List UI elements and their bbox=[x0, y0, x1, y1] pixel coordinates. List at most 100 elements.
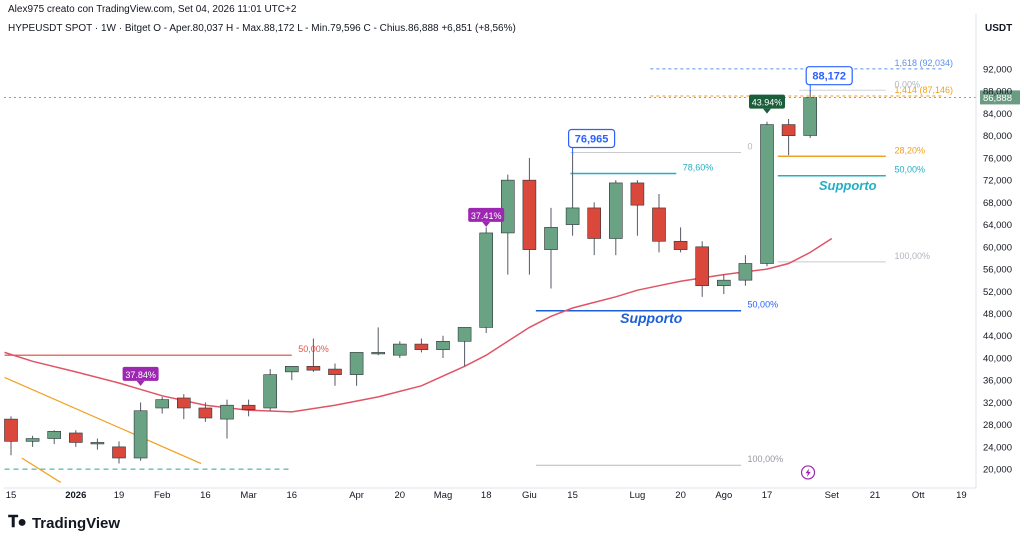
annotations-layer: 86,888 37.84% 37.41% 43.94% 76,965 88,172 Supp… bbox=[4, 66, 1020, 480]
last-price-tag bbox=[980, 90, 1020, 105]
candle bbox=[522, 157, 537, 275]
candle-body bbox=[371, 352, 386, 355]
level-label: 0,00% bbox=[894, 79, 920, 89]
candle-body bbox=[198, 407, 213, 419]
pct-badge bbox=[468, 207, 505, 222]
y-tick-label: 84,000 bbox=[983, 109, 1012, 120]
trend-line bbox=[4, 376, 202, 465]
candle-body bbox=[522, 179, 537, 250]
level-label: 100,00% bbox=[748, 454, 784, 464]
trend-line bbox=[21, 457, 61, 483]
candle-body bbox=[220, 404, 234, 420]
candle bbox=[781, 119, 796, 156]
x-tick-label: 16 bbox=[200, 490, 211, 501]
candle-body bbox=[479, 232, 494, 328]
support-label: Supporto bbox=[819, 178, 877, 193]
x-tick-label: Mag bbox=[434, 490, 452, 501]
y-tick-label: 56,000 bbox=[983, 265, 1012, 276]
candle-body bbox=[716, 279, 731, 287]
candle bbox=[695, 241, 710, 297]
last-price-label: 86,888 bbox=[983, 93, 1012, 104]
x-tick-label: Feb bbox=[154, 490, 170, 501]
price-callout-box bbox=[567, 128, 616, 149]
candle-body bbox=[738, 263, 753, 281]
moving-average-layer bbox=[4, 237, 833, 413]
y-tick-label: 60,000 bbox=[983, 242, 1012, 253]
candle-body bbox=[565, 207, 580, 225]
candle-body bbox=[587, 207, 602, 239]
candle bbox=[457, 327, 472, 367]
y-tick-label: 64,000 bbox=[983, 220, 1012, 231]
level-label: 78,60% bbox=[683, 162, 714, 172]
candle-body bbox=[349, 352, 364, 375]
candle bbox=[565, 152, 580, 236]
candle bbox=[133, 402, 148, 461]
x-tick-label: Lug bbox=[629, 490, 645, 501]
y-tick-label: 20,000 bbox=[983, 465, 1012, 476]
candle-body bbox=[457, 327, 472, 342]
candle-body bbox=[177, 397, 191, 409]
candle bbox=[25, 435, 40, 447]
pct-badge-pointer bbox=[763, 108, 771, 114]
y-tick-label: 36,000 bbox=[983, 376, 1012, 387]
candle-body bbox=[241, 404, 256, 410]
candle-body bbox=[781, 124, 796, 136]
candle-body bbox=[630, 182, 645, 206]
candle-body bbox=[133, 410, 148, 459]
price-callout-label: 76,965 bbox=[575, 133, 609, 145]
brand[interactable]: 𝐓● TradingView bbox=[8, 514, 120, 532]
y-tick-label: 48,000 bbox=[983, 309, 1012, 320]
candle bbox=[652, 194, 666, 253]
y-tick-label: 68,000 bbox=[983, 198, 1012, 209]
y-tick-label: 24,000 bbox=[983, 442, 1012, 453]
candle-body bbox=[112, 446, 126, 459]
y-tick-label: 72,000 bbox=[983, 176, 1012, 187]
pct-badge-pointer bbox=[136, 380, 145, 386]
y-tick-label: 76,000 bbox=[983, 153, 1012, 164]
candle bbox=[479, 227, 494, 333]
candle-body bbox=[652, 207, 666, 242]
candle bbox=[155, 396, 169, 414]
candle bbox=[371, 327, 386, 356]
candle bbox=[673, 227, 688, 253]
chart-credit: Alex975 creato con TradingView.com, Set … bbox=[8, 4, 297, 15]
symbol-ohlc-line: HYPEUSDT SPOT · 1W · Bitget O - Aper.80,… bbox=[8, 23, 516, 34]
candle bbox=[328, 363, 342, 386]
lightning-bolt bbox=[805, 468, 811, 477]
candle-body bbox=[392, 343, 407, 356]
brand-name: TradingView bbox=[31, 514, 121, 532]
candle-body bbox=[263, 374, 278, 409]
tradingview-logo-icon: 𝐓● bbox=[8, 514, 27, 531]
x-tick-label: 15 bbox=[6, 490, 17, 501]
candle bbox=[177, 394, 191, 420]
price-callout-label: 88,172 bbox=[812, 71, 846, 83]
candle-body bbox=[414, 343, 429, 350]
candle bbox=[4, 416, 18, 456]
pct-badge bbox=[749, 94, 785, 109]
candle-body bbox=[306, 366, 321, 371]
level-label: 50,00% bbox=[748, 300, 779, 310]
level-label: 1,618 (92,034) bbox=[894, 58, 953, 68]
y-tick-label: 28,000 bbox=[983, 420, 1012, 431]
currency-label: USDT bbox=[985, 23, 1013, 34]
x-tick-label: 20 bbox=[675, 490, 686, 501]
candle bbox=[587, 202, 602, 256]
candle-body bbox=[544, 227, 558, 250]
pct-label: 37.41% bbox=[471, 211, 502, 221]
x-tick-label: Ott bbox=[912, 490, 925, 501]
x-tick-label: 19 bbox=[114, 490, 125, 501]
x-tick-label: 19 bbox=[956, 490, 967, 501]
candle bbox=[436, 335, 450, 358]
x-tick-label: 16 bbox=[287, 490, 298, 501]
candle bbox=[241, 399, 256, 417]
candle-body bbox=[803, 97, 818, 136]
x-tick-label: 2026 bbox=[65, 490, 86, 501]
candle-body bbox=[673, 240, 688, 250]
y-tick-label: 52,000 bbox=[983, 287, 1012, 298]
candle bbox=[198, 402, 213, 422]
candle-body bbox=[90, 442, 105, 445]
candle bbox=[69, 430, 83, 447]
x-tick-label: 18 bbox=[481, 490, 492, 501]
candle-body bbox=[436, 340, 450, 350]
